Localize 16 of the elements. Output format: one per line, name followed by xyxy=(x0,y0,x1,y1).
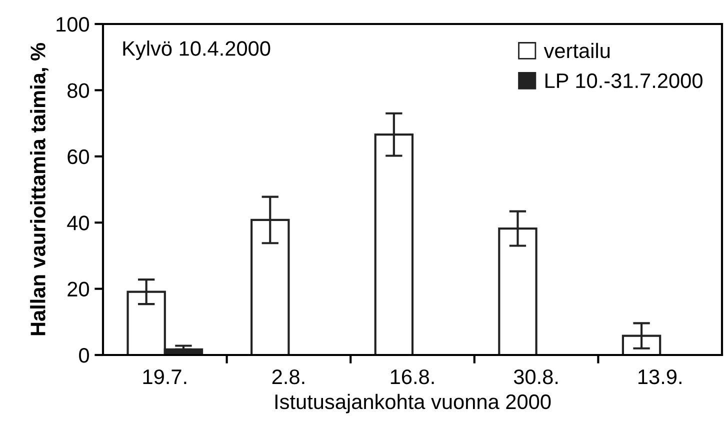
x-tick-label: 2.8. xyxy=(272,369,304,384)
y-tick-label: 20 xyxy=(68,282,89,297)
x-tick-label: 19.7. xyxy=(143,369,186,384)
legend-label: LP 10.-31.7.2000 xyxy=(545,73,702,88)
legend-label: vertailu xyxy=(544,42,610,58)
y-tick-label: 0 xyxy=(79,348,89,363)
annotation: Kylvö 10.4.2000 xyxy=(123,40,270,60)
x-tick-label: 30.8. xyxy=(514,369,558,384)
y-tick-label: 80 xyxy=(68,83,89,98)
y-tick-label: 40 xyxy=(67,216,89,230)
y-axis-title: Hallan vaurioittamia taimia, % xyxy=(30,43,48,336)
x-tick-label: 13.9. xyxy=(638,369,682,384)
x-tick-label: 16.8. xyxy=(390,369,434,384)
x-axis-title: Istutusajankohta vuonna 2000 xyxy=(275,394,551,414)
y-tick-label: 100 xyxy=(56,17,89,32)
y-tick-label: 60 xyxy=(68,149,89,164)
